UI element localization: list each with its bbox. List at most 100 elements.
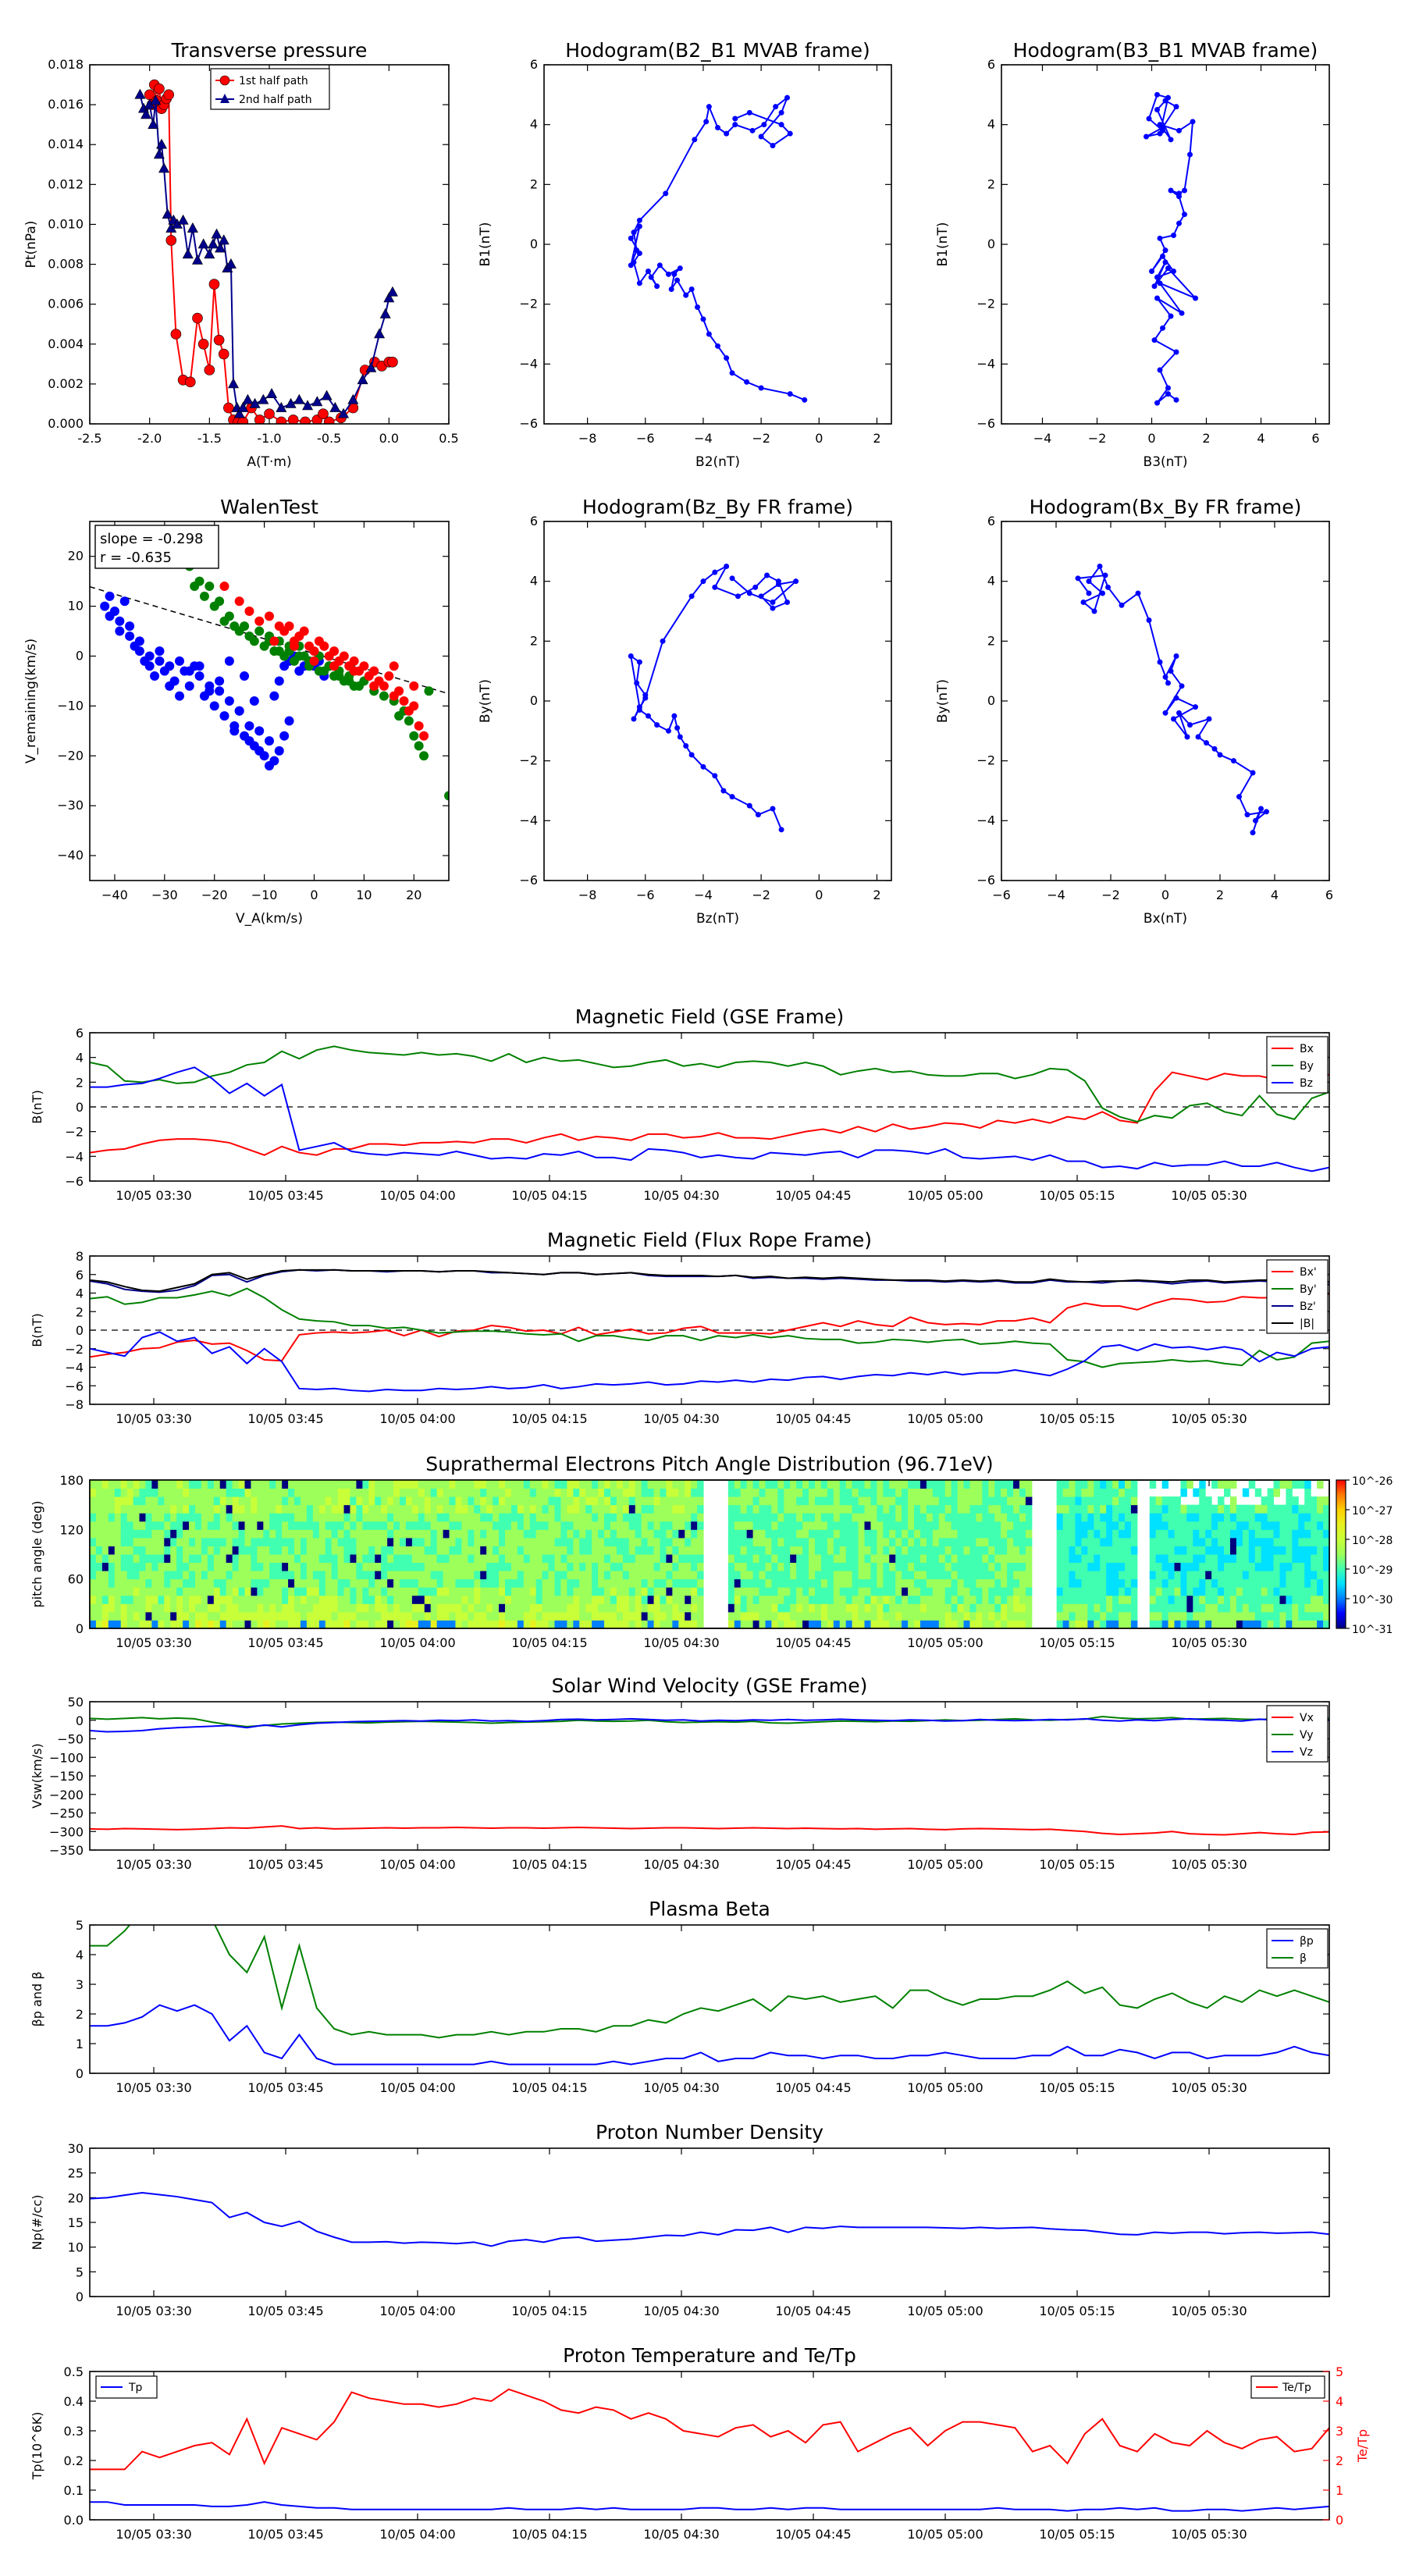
heatmap-cell (1229, 1496, 1237, 1506)
heatmap-cell (1161, 1611, 1169, 1621)
heatmap-cell (1267, 1546, 1275, 1555)
heatmap-cell (1106, 1611, 1113, 1621)
heatmap-cell (660, 1537, 667, 1546)
heatmap-cell (1267, 1578, 1275, 1588)
heatmap-cell (1229, 1504, 1237, 1514)
heatmap-cell (1174, 1496, 1181, 1506)
heatmap-cell (1019, 1537, 1026, 1546)
data-point (1162, 247, 1168, 254)
heatmap-cell (411, 1587, 419, 1596)
heatmap-cell (436, 1562, 444, 1571)
heatmap-cell (610, 1529, 617, 1539)
heatmap-cell (393, 1620, 400, 1629)
heatmap-cell (1229, 1571, 1237, 1580)
heatmap-cell (1075, 1571, 1082, 1580)
heatmap-cell (400, 1562, 407, 1571)
heatmap-cell (331, 1587, 339, 1596)
heatmap-cell (790, 1620, 797, 1629)
heatmap-cell (263, 1513, 270, 1522)
heatmap-cell (976, 1546, 983, 1555)
heatmap-cell (870, 1595, 877, 1604)
heatmap-cell (251, 1578, 258, 1588)
heatmap-cell (418, 1611, 425, 1621)
heatmap-cell (1267, 1521, 1275, 1530)
heatmap-cell (226, 1496, 233, 1506)
heatmap-cell (858, 1603, 865, 1613)
x-tick-label: −6 (636, 431, 655, 446)
heatmap-cell (666, 1529, 673, 1539)
heatmap-cell (282, 1537, 289, 1546)
heatmap-cell (697, 1554, 704, 1564)
heatmap-cell (666, 1571, 673, 1580)
heatmap-cell (387, 1620, 394, 1629)
y-tick-label: 2 (530, 176, 538, 191)
data-point (1157, 659, 1163, 665)
heatmap-cell (790, 1603, 797, 1613)
heatmap-cell (151, 1587, 158, 1596)
heatmap-cell (535, 1513, 543, 1522)
data-point (778, 109, 784, 116)
time-tick-label: 10/05 03:45 (247, 1857, 323, 1872)
heatmap-cell (839, 1620, 847, 1629)
heatmap-cell (858, 1571, 865, 1580)
heatmap-cell (1174, 1537, 1181, 1546)
heatmap-cell (672, 1537, 679, 1546)
heatmap-cell (158, 1488, 165, 1497)
heatmap-cell (938, 1620, 946, 1629)
data-point (1149, 269, 1154, 274)
legend-label: 1st half path (239, 75, 308, 87)
heatmap-cell (1094, 1595, 1101, 1604)
heatmap-cell (288, 1595, 295, 1604)
heatmap-cell (1311, 1546, 1318, 1555)
heatmap-cell (300, 1571, 308, 1580)
heatmap-cell (343, 1513, 350, 1522)
data-point (706, 331, 712, 337)
heatmap-cell (982, 1529, 989, 1539)
heatmap-cell (95, 1488, 103, 1497)
x-tick-label: 2 (873, 888, 880, 902)
heatmap-cell (288, 1504, 295, 1514)
heatmap-cell (282, 1529, 289, 1539)
data-point (240, 671, 250, 681)
heatmap-cell (1218, 1537, 1225, 1546)
data-point (125, 631, 135, 641)
heatmap-cell (1286, 1488, 1293, 1497)
heatmap-cell (468, 1504, 475, 1514)
heatmap-cell (1013, 1571, 1020, 1580)
heatmap-cell (207, 1529, 215, 1539)
heatmap-cell (1193, 1504, 1200, 1514)
heatmap-cell (350, 1529, 357, 1539)
heatmap-cell (90, 1513, 97, 1522)
heatmap-cell (368, 1488, 375, 1497)
heatmap-cell (759, 1529, 766, 1539)
heatmap-cell (1100, 1546, 1107, 1555)
plot-frame (89, 1701, 1330, 1851)
heatmap-cell (653, 1587, 660, 1596)
data-point (1165, 385, 1171, 391)
heatmap-cell (585, 1480, 592, 1489)
heatmap-cell (790, 1554, 797, 1564)
x-tick-label: −40 (101, 888, 128, 902)
panel-ts_tp: Proton Temperature and Te/Tp0.00.10.20.3… (30, 2344, 1370, 2542)
heatmap-cell (622, 1587, 630, 1596)
heatmap-cell (312, 1587, 320, 1596)
heatmap-cell (356, 1504, 363, 1514)
heatmap-cell (294, 1603, 301, 1613)
heatmap-cell (1286, 1620, 1293, 1629)
heatmap-cell (276, 1496, 283, 1506)
heatmap-cell (988, 1562, 995, 1571)
heatmap-cell (932, 1529, 940, 1539)
heatmap-cell (1273, 1504, 1280, 1514)
heatmap-cell (1130, 1611, 1138, 1621)
heatmap-cell (919, 1562, 927, 1571)
heatmap-cell (944, 1611, 952, 1621)
heatmap-cell (1199, 1611, 1206, 1621)
data-point (636, 223, 642, 229)
heatmap-cell (1236, 1578, 1243, 1588)
legend-label: Te/Tp (1282, 2382, 1311, 2394)
heatmap-cell (988, 1496, 995, 1506)
heatmap-cell (1001, 1587, 1008, 1596)
heatmap-cell (771, 1562, 778, 1571)
heatmap-cell (1298, 1578, 1305, 1588)
